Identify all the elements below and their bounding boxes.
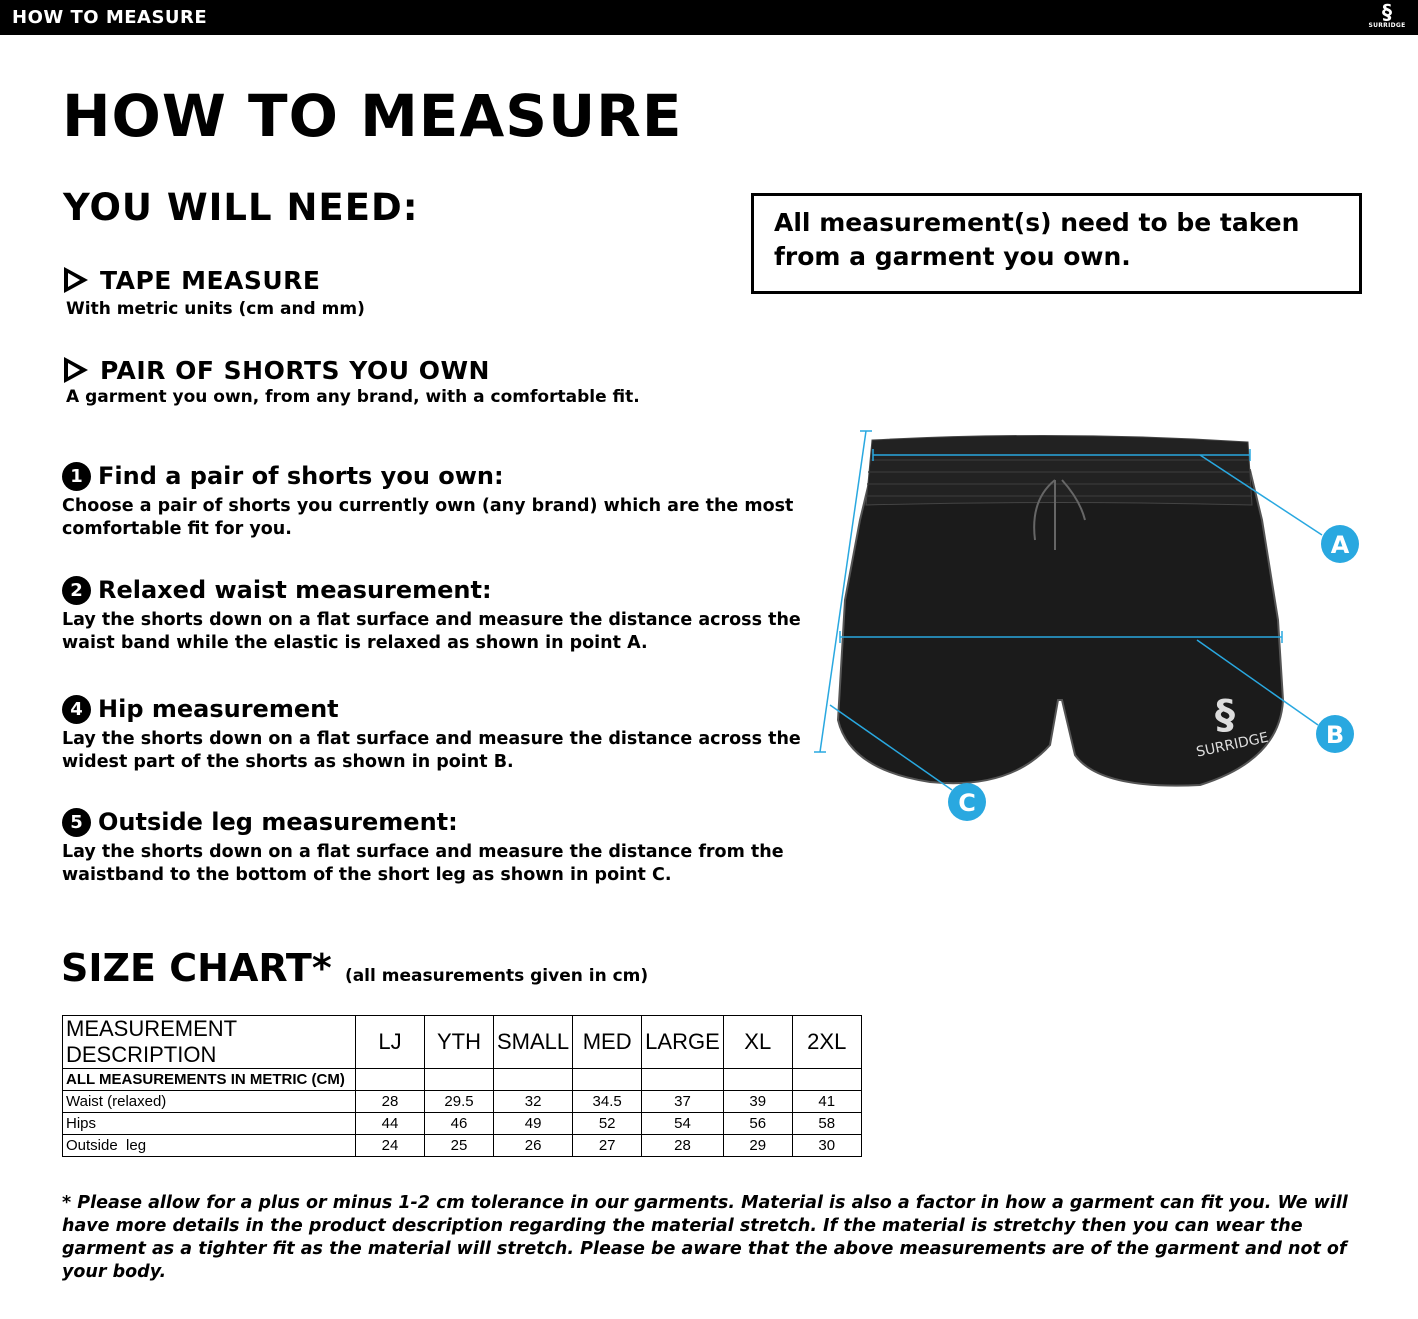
column-header: XL xyxy=(722,1015,793,1069)
step-title: Hip measurement xyxy=(98,695,339,723)
cell: 56 xyxy=(722,1112,793,1135)
column-header: SMALL xyxy=(492,1015,574,1069)
column-header: LARGE xyxy=(641,1015,724,1069)
triangle-bullet-icon xyxy=(64,357,88,383)
cell: 27 xyxy=(572,1134,643,1157)
page-title: HOW TO MEASURE xyxy=(62,82,683,150)
svg-text:A: A xyxy=(1331,531,1350,559)
step-5: 5 Outside leg measurement: Lay the shorts… xyxy=(62,808,802,887)
leg-measure-line xyxy=(819,430,867,753)
column-header: YTH xyxy=(424,1015,494,1069)
shorts-diagram: SURRIDGE § A B C xyxy=(814,430,1359,821)
cell: 29.5 xyxy=(424,1090,494,1113)
cell: 28 xyxy=(641,1134,724,1157)
column-header: MEASUREMENT DESCRIPTION xyxy=(62,1015,356,1069)
cell: 29 xyxy=(722,1134,793,1157)
step-4: 4 Hip measurement Lay the shorts down on … xyxy=(62,695,802,774)
svg-text:B: B xyxy=(1326,721,1344,749)
table-subheader-row: ALL MEASUREMENTS IN METRIC (CM) xyxy=(62,1068,862,1091)
table-row: Hips 44 46 49 52 54 56 58 xyxy=(62,1112,862,1135)
cell: 37 xyxy=(641,1090,724,1113)
row-label: Hips xyxy=(62,1112,356,1135)
step-title: Relaxed waist measurement: xyxy=(98,576,492,604)
cell: 49 xyxy=(492,1112,574,1135)
cell: 58 xyxy=(791,1112,862,1135)
cell: 54 xyxy=(641,1112,724,1135)
cell: 32 xyxy=(492,1090,574,1113)
step-number: 2 xyxy=(62,576,91,605)
column-header: MED xyxy=(572,1015,643,1069)
cell: 25 xyxy=(424,1134,494,1157)
surridge-logo: § SURRIDGE xyxy=(1368,0,1406,29)
label-c-marker: C xyxy=(948,783,986,821)
step-title: Find a pair of shorts you own: xyxy=(98,462,504,490)
cell: 46 xyxy=(424,1112,494,1135)
cell: 26 xyxy=(492,1134,574,1157)
step-desc: Lay the shorts down on a flat surface an… xyxy=(62,729,801,772)
header-title: HOW TO MEASURE xyxy=(12,7,208,28)
label-a-marker: A xyxy=(1321,525,1359,563)
need-item-desc: With metric units (cm and mm) xyxy=(66,299,365,319)
shorts-body xyxy=(836,469,1285,787)
need-item-desc: A garment you own, from any brand, with … xyxy=(66,387,640,407)
cell: 34.5 xyxy=(572,1090,643,1113)
table-row: Outside leg 24 25 26 27 28 29 30 xyxy=(62,1134,862,1157)
column-header: 2XL xyxy=(791,1015,862,1069)
step-number: 4 xyxy=(62,695,91,724)
cell: 39 xyxy=(722,1090,793,1113)
column-header: LJ xyxy=(355,1015,425,1069)
label-b-marker: B xyxy=(1316,715,1354,753)
svg-text:§: § xyxy=(1215,692,1235,738)
need-item-shorts: PAIR OF SHORTS YOU OWN A garment you own… xyxy=(64,356,640,407)
row-label: Outside leg xyxy=(62,1134,356,1157)
step-1: 1 Find a pair of shorts you own: Choose a… xyxy=(62,462,802,541)
top-bar: HOW TO MEASURE § SURRIDGE xyxy=(0,0,1418,35)
footnote: * Please allow for a plus or minus 1-2 c… xyxy=(62,1193,1348,1282)
cell: 28 xyxy=(355,1090,425,1113)
step-desc: Choose a pair of shorts you currently ow… xyxy=(62,496,794,539)
triangle-bullet-icon xyxy=(64,267,88,293)
row-label: Waist (relaxed) xyxy=(62,1090,356,1113)
need-item-title: TAPE MEASURE xyxy=(100,266,321,295)
svg-text:C: C xyxy=(958,789,976,817)
step-title: Outside leg measurement: xyxy=(98,808,458,836)
size-chart-title: SIZE CHART* xyxy=(61,946,332,990)
step-number: 1 xyxy=(62,462,91,491)
step-number: 5 xyxy=(62,808,91,837)
drawstring xyxy=(1033,479,1086,550)
step-desc: Lay the shorts down on a flat surface an… xyxy=(62,842,784,885)
step-desc: Lay the shorts down on a flat surface an… xyxy=(62,610,801,653)
cell: 30 xyxy=(791,1134,862,1157)
step-2: 2 Relaxed waist measurement: Lay the shor… xyxy=(62,576,802,655)
need-item-tape: TAPE MEASURE With metric units (cm and m… xyxy=(64,266,365,319)
size-chart-heading: SIZE CHART* (all measurements given in c… xyxy=(61,946,648,990)
need-item-title: PAIR OF SHORTS YOU OWN xyxy=(100,356,490,385)
table-row: Waist (relaxed) 28 29.5 32 34.5 37 39 41 xyxy=(62,1090,862,1113)
size-chart-subtitle: (all measurements given in cm) xyxy=(344,966,649,986)
shorts-waistband xyxy=(865,434,1253,506)
size-chart-table: MEASUREMENT DESCRIPTION LJ YTH SMALL MED… xyxy=(62,1015,862,1157)
table-header-row: MEASUREMENT DESCRIPTION LJ YTH SMALL MED… xyxy=(62,1015,862,1069)
subheader-cell: ALL MEASUREMENTS IN METRIC (CM) xyxy=(62,1068,356,1091)
cell: 44 xyxy=(355,1112,425,1135)
you-will-need-heading: YOU WILL NEED: xyxy=(63,186,419,229)
cell: 41 xyxy=(791,1090,862,1113)
measurement-note: All measurement(s) need to be taken from… xyxy=(751,193,1362,294)
cell: 52 xyxy=(572,1112,643,1135)
cell: 24 xyxy=(355,1134,425,1157)
